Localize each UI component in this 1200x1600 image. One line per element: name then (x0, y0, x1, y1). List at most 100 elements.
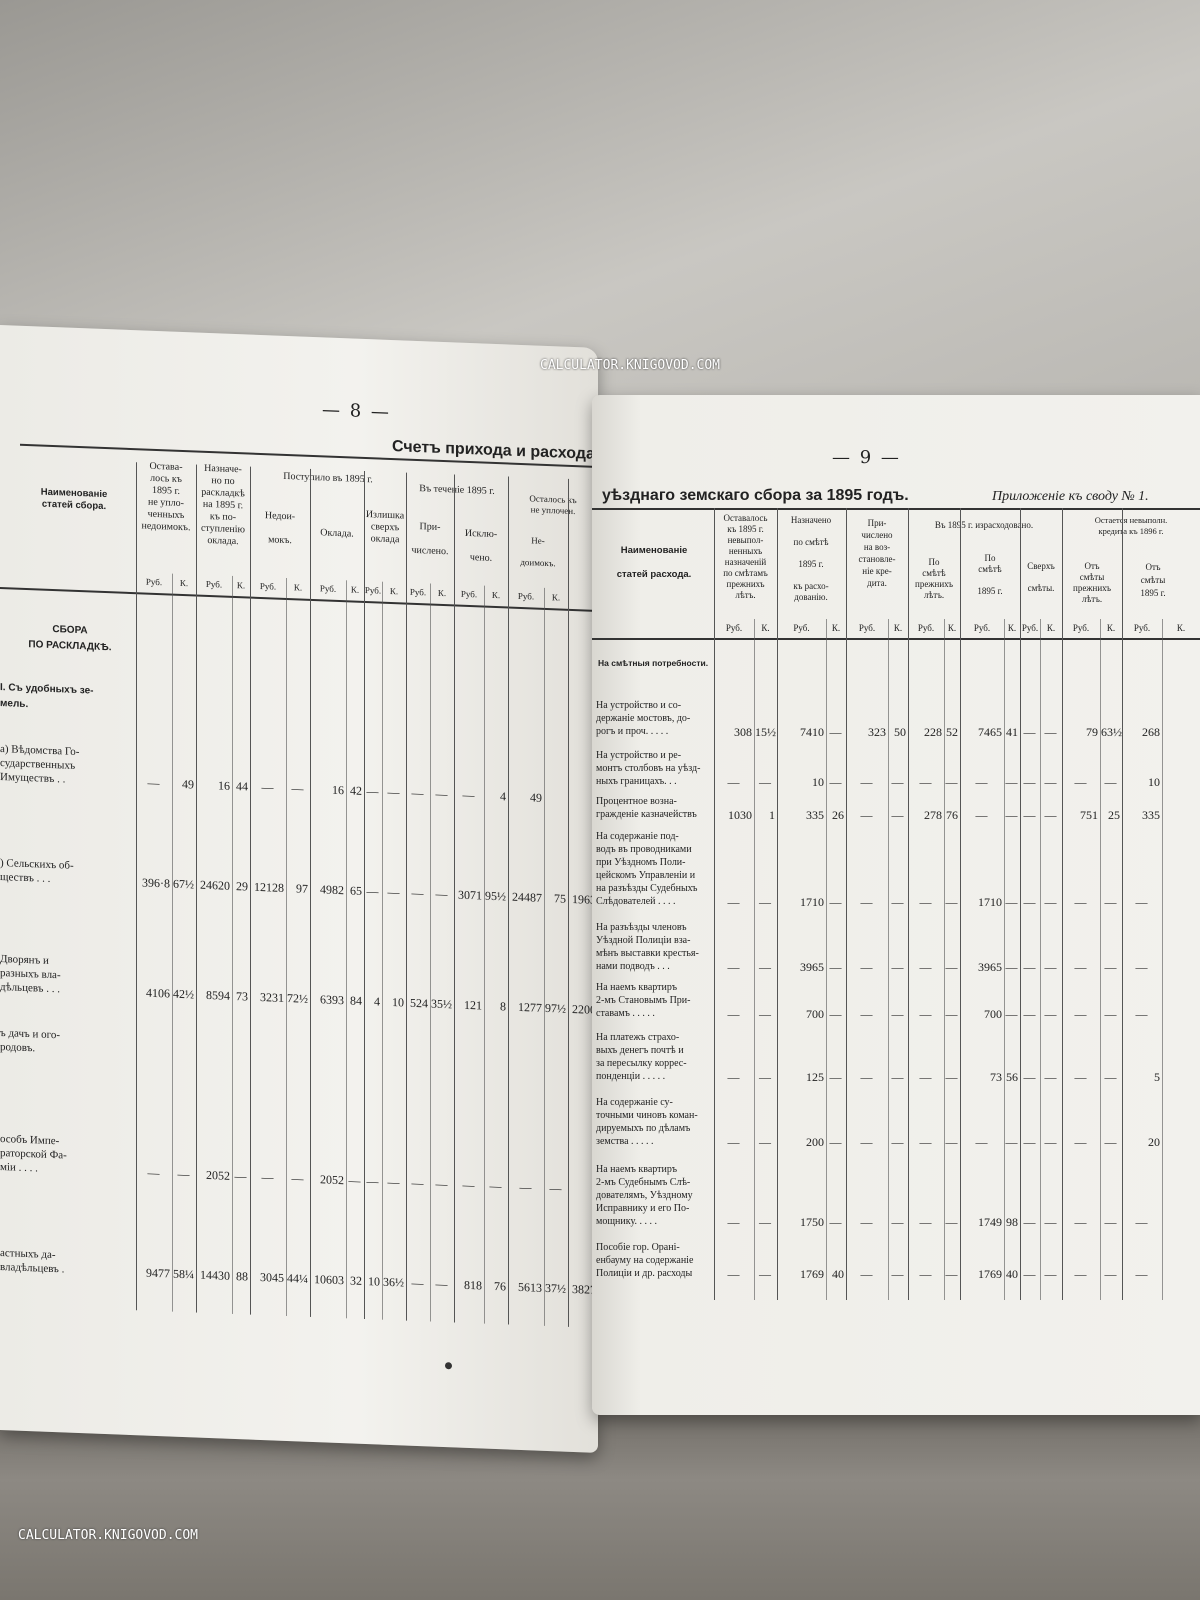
cell-kopecks: 50 (894, 725, 906, 739)
cell-kopecks: — (1005, 960, 1018, 974)
cell-rubles: — (860, 775, 873, 789)
cell-kopecks: — (891, 1007, 904, 1021)
unit-rub: Руб. (259, 580, 277, 592)
column-rule (1020, 508, 1021, 1300)
table-row: а) Вѣдомства Го- сударственныхъ Имуществ… (0, 325, 598, 805)
cell-kopecks: — (759, 895, 771, 909)
row-label: особъ Импе- раторской Фа- міи . . . . (0, 1133, 67, 1175)
header-spent-prev: По смѣтѣ прежнихъ лѣтъ. (915, 557, 953, 600)
cell-rubles: 1769 (800, 1267, 824, 1281)
cell-rubles: 4982 (320, 882, 344, 898)
unit-rub: Руб. (517, 590, 535, 602)
cell-kopecks: — (759, 1070, 771, 1084)
cell-rubles: — (860, 960, 873, 974)
header-added: При- числено на воз- становле- ніе кре- … (858, 518, 896, 588)
cell-rubles: 16 (332, 782, 344, 798)
cell-kopecks: 63½ (1101, 725, 1122, 739)
column-rule (1004, 619, 1005, 1300)
cell-kopecks: — (1044, 895, 1057, 909)
unit-rub: Руб. (364, 585, 382, 596)
cell-rubles: — (975, 775, 988, 789)
cell-rubles: 1750 (800, 1215, 824, 1229)
unit-rub: Руб. (1133, 623, 1151, 633)
cell-rubles: 6393 (320, 992, 344, 1008)
row-label: На наемъ квартиръ 2-мъ Судебнымъ Слѣ- до… (596, 1164, 693, 1227)
unit-kop: К. (1007, 623, 1017, 633)
row-label: На платежъ страхо- выхъ денегъ почтѣ и з… (596, 1032, 687, 1082)
cell-rubles: — (1023, 1267, 1036, 1281)
cell-rubles: 751 (1080, 808, 1098, 822)
cell-kopecks: — (435, 886, 448, 902)
header-spent-1895: По смѣтѣ 1895 г. (977, 553, 1003, 596)
row-label: На устройство и ре- монтъ столбовъ на уѣ… (596, 750, 701, 787)
header-left-group: Осталось къ не уплочен. (529, 493, 577, 517)
cell-kopecks: — (891, 808, 904, 822)
cell-rubles: 3231 (260, 989, 284, 1005)
cell-rubles: — (860, 895, 873, 909)
cell-kopecks: — (759, 1215, 771, 1229)
cell-kopecks: — (1044, 1135, 1057, 1149)
cell-rubles: — (975, 1135, 988, 1149)
column-rule (754, 619, 755, 1300)
cell-kopecks: 40 (832, 1267, 844, 1281)
unit-kop: К. (1176, 623, 1186, 633)
cell-kopecks: — (1104, 1007, 1117, 1021)
cell-kopecks: 98 (1006, 1215, 1018, 1229)
unit-rub: Руб. (319, 583, 337, 594)
cell-rubles: — (1023, 960, 1036, 974)
row-label: На содержаніе су- точными чиновъ коман- … (596, 1097, 698, 1147)
cell-rubles: — (727, 1070, 740, 1084)
header-excluded: Исклю- чено. (464, 527, 498, 564)
cell-rubles: — (1074, 1267, 1087, 1281)
header-unfulfilled-1895: Отъ смѣты 1895 г. (1140, 562, 1166, 598)
cell-rubles: 700 (806, 1007, 824, 1021)
cell-rubles: — (1023, 1007, 1036, 1021)
column-rule (777, 508, 778, 1300)
cell-rubles: 3045 (260, 1269, 284, 1285)
cell-kopecks: — (945, 895, 958, 909)
left-page: — 8 — Счетъ прихода и расхода Наименован… (0, 325, 598, 1453)
cell-rubles: 10603 (314, 1272, 344, 1288)
cell-rubles: 3965 (978, 960, 1002, 974)
cell-rubles: 14430 (200, 1267, 230, 1283)
cell-rubles: — (860, 1007, 873, 1021)
cell-rubles: 121 (464, 997, 482, 1013)
row-label: Пособіе гор. Орані- енбауму на содержані… (596, 1242, 694, 1279)
unit-kop: К. (551, 592, 561, 603)
column-rule (346, 580, 347, 1319)
cell-rubles: 49 (530, 790, 542, 805)
cell-rubles: — (462, 787, 475, 803)
cell-rubles: 524 (410, 995, 428, 1011)
column-rule (1122, 508, 1123, 1300)
cell-rubles: 1277 (518, 999, 542, 1015)
cell-kopecks: — (1044, 960, 1057, 974)
cell-kopecks: — (234, 1169, 247, 1184)
section-heading: На смѣтныя потребности. (598, 658, 709, 668)
cell-rubles: 278 (924, 808, 942, 822)
cell-rubles: 818 (464, 1277, 482, 1293)
column-rule (484, 585, 485, 1324)
header-remained: Оставалось къ 1895 г. невыпол- ненныхъ н… (723, 513, 768, 600)
cell-kopecks: — (1104, 1070, 1117, 1084)
cell-kopecks: — (291, 781, 304, 796)
row-label: ) Сельскихъ об- ществъ . . . (0, 857, 74, 885)
row-label: Процентное возна- гражденіе казначействъ (596, 796, 697, 820)
cell-rubles: — (860, 1135, 873, 1149)
cell-kopecks: — (891, 1215, 904, 1229)
cell-rubles: 1749 (978, 1215, 1002, 1229)
header-spent-group: Въ 1895 г. израсходовано. (934, 520, 1034, 530)
cell-rubles: 12128 (254, 879, 284, 895)
cell-rubles: 200 (806, 1135, 824, 1149)
unit-rub: Руб. (858, 623, 876, 633)
cell-kopecks: — (549, 1181, 562, 1196)
cell-kopecks: 4 (500, 789, 506, 804)
cell-kopecks: — (387, 784, 400, 800)
cell-rubles: — (1023, 725, 1036, 739)
column-rule (888, 619, 889, 1300)
cell-kopecks: — (945, 960, 958, 974)
header-received-arrears: Недои- мокъ. (264, 510, 296, 547)
cell-kopecks: 97 (296, 881, 308, 896)
cell-kopecks: — (891, 895, 904, 909)
cell-kopecks: — (759, 960, 771, 974)
cell-rubles: — (1023, 1070, 1036, 1084)
